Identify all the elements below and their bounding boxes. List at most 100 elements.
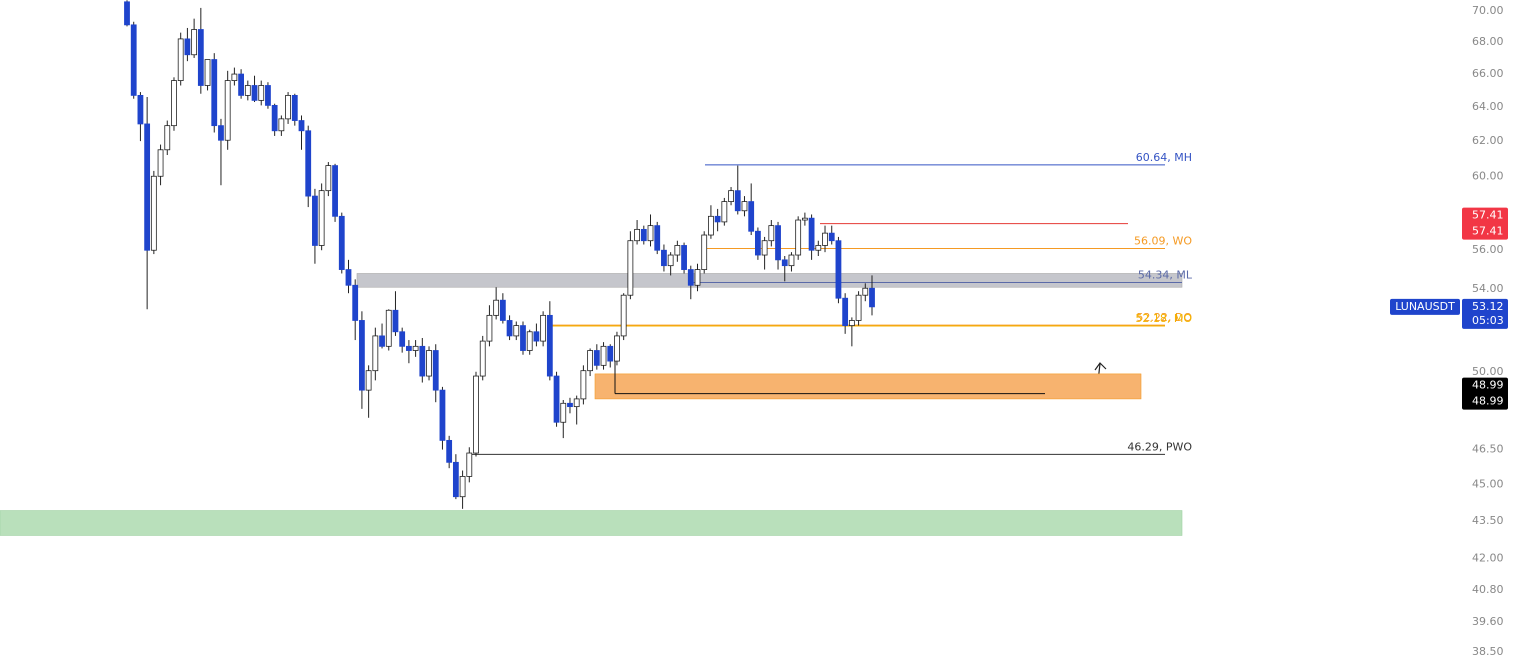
candle-body [150, 175, 157, 251]
candle-body [238, 73, 244, 96]
candle-body [204, 59, 211, 86]
candle-body [399, 331, 406, 347]
candle-body [466, 452, 473, 477]
level-label: 52.18, MO [1135, 312, 1192, 325]
candle-body [285, 94, 291, 120]
candle-body [332, 165, 338, 217]
candle-body [862, 287, 869, 296]
price-badge [1462, 377, 1508, 410]
y-tick-label: 54.00 [1472, 282, 1504, 295]
candle-body [869, 287, 875, 308]
candle-body [828, 232, 835, 242]
candle-body [372, 335, 379, 372]
candle-body [271, 104, 278, 132]
candle-body [694, 269, 701, 286]
candle-body [452, 461, 459, 498]
candle-body [385, 309, 392, 347]
candle-body [842, 297, 849, 326]
candle-body [265, 85, 271, 106]
candle-body [312, 195, 318, 246]
candle-body [352, 284, 359, 321]
candle-body [197, 29, 204, 86]
candle-body [499, 299, 506, 321]
candle-body [620, 294, 627, 337]
candle-body [835, 240, 842, 299]
candle-body [345, 269, 352, 286]
candle-body [164, 125, 171, 151]
candle-body [654, 225, 661, 251]
y-tick-label: 46.50 [1472, 443, 1504, 456]
y-tick-label: 62.00 [1472, 134, 1504, 147]
level-label: 52.22, DO [1136, 311, 1192, 324]
y-tick-label: 45.00 [1472, 478, 1504, 491]
candle-body [419, 345, 426, 377]
candle-body [781, 259, 788, 267]
candle-body [506, 320, 513, 337]
last-price-badge [1462, 298, 1508, 329]
y-tick-label: 56.00 [1472, 243, 1504, 256]
candle-body [741, 201, 748, 212]
candle-body [124, 1, 130, 26]
candle-body [298, 120, 305, 132]
y-tick-label: 43.50 [1472, 514, 1504, 527]
symbol-label: LUNAUSDT [1395, 300, 1455, 313]
candle-body [459, 476, 466, 498]
candle-body [721, 201, 728, 223]
candle-body [224, 80, 231, 141]
level-label: 54.34, ML [1138, 269, 1193, 282]
candle-body [681, 245, 687, 270]
last-price-label: 53.12 [1472, 300, 1504, 313]
candle-body [627, 240, 634, 296]
candle-body [822, 232, 828, 246]
y-tick-label: 60.00 [1472, 169, 1504, 182]
price-badge-label: 48.99 [1472, 395, 1504, 408]
countdown-label: 05:03 [1472, 314, 1504, 327]
candle-body [258, 85, 265, 101]
candle-body [546, 314, 553, 377]
candle-body [708, 215, 714, 236]
candle-body [788, 254, 795, 267]
candle-body [520, 325, 526, 351]
candle-body [486, 314, 493, 342]
candle-body [291, 94, 298, 121]
candle-body [573, 398, 580, 408]
candle-body [318, 190, 325, 246]
candle-body [412, 345, 419, 351]
candle-body [426, 350, 432, 377]
candle-body [748, 201, 755, 232]
zone [356, 273, 1183, 288]
candle-body [587, 350, 594, 372]
candle-body [667, 254, 674, 267]
candle-body [379, 335, 385, 347]
candle-body [144, 123, 151, 251]
candle-body [761, 240, 768, 256]
candle-body [359, 320, 365, 391]
candle-body [157, 149, 164, 177]
candle-body [815, 245, 822, 251]
y-tick-label: 50.00 [1472, 365, 1504, 378]
candle-body [184, 38, 191, 56]
candle-body [701, 234, 708, 270]
candle-body [325, 165, 332, 192]
candle-body [439, 389, 446, 441]
candle-body [218, 125, 224, 141]
price-badge-label: 57.41 [1472, 209, 1504, 222]
candle-body [211, 59, 218, 127]
y-tick-label: 64.00 [1472, 100, 1504, 113]
candle-body [244, 85, 251, 96]
candle-body [513, 325, 520, 337]
candle-body [728, 190, 734, 202]
candle-body [714, 215, 721, 223]
candle-body [600, 345, 607, 366]
price-badge-label: 57.41 [1472, 225, 1504, 238]
candle-body [191, 29, 198, 56]
candle-body [560, 402, 567, 423]
candle-body [634, 228, 640, 242]
candle-body [446, 439, 453, 463]
candle-body [647, 225, 654, 242]
candle-body [674, 245, 681, 256]
candle-body [526, 331, 533, 351]
symbol-badge [1390, 298, 1460, 315]
candle-body [687, 269, 694, 286]
candle-body [405, 345, 412, 351]
